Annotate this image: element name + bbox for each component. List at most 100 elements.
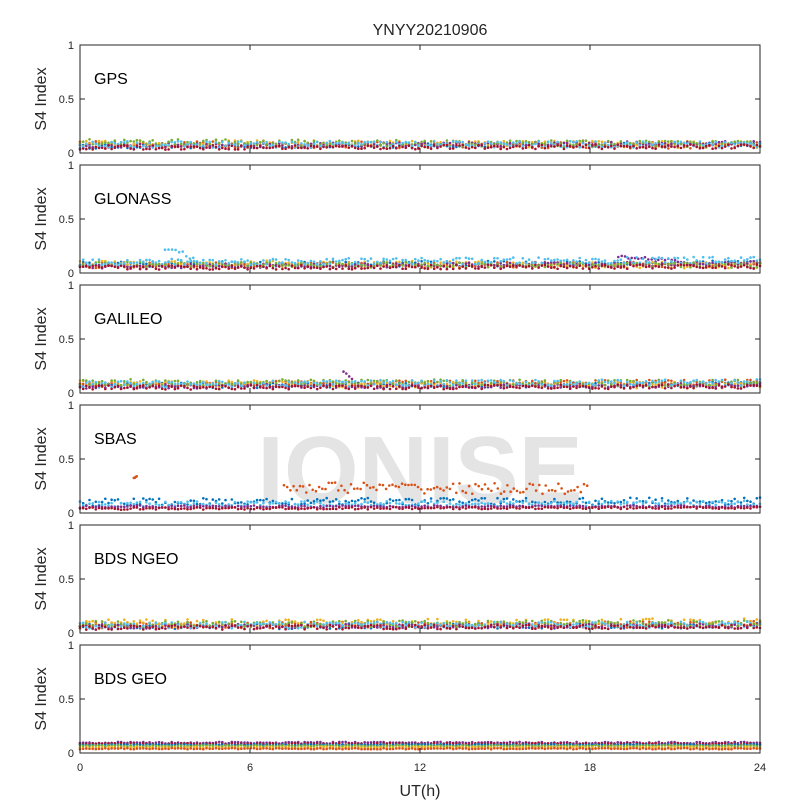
data-point	[233, 267, 237, 271]
data-point	[360, 261, 363, 265]
data-point	[749, 260, 752, 263]
data-point	[170, 257, 173, 261]
data-point	[126, 267, 129, 271]
data-point	[581, 142, 585, 145]
data-point	[704, 262, 708, 265]
data-point	[477, 385, 480, 388]
data-point	[739, 501, 743, 504]
data-point	[167, 264, 170, 268]
data-point	[420, 266, 423, 269]
data-point	[338, 145, 341, 148]
data-point	[170, 144, 173, 148]
data-point	[97, 144, 101, 148]
data-point	[334, 142, 338, 145]
data-point	[289, 489, 292, 492]
data-point	[730, 263, 733, 267]
data-point	[132, 261, 136, 265]
data-point	[395, 265, 398, 269]
data-point	[464, 491, 468, 495]
data-point	[322, 145, 325, 149]
data-point	[328, 144, 332, 148]
data-point	[670, 386, 673, 390]
data-point	[293, 142, 297, 145]
data-point	[423, 386, 427, 389]
data-point	[404, 140, 408, 144]
data-point	[667, 379, 670, 382]
data-point	[521, 147, 525, 150]
data-point	[493, 260, 496, 263]
data-point	[458, 261, 461, 265]
data-point	[330, 481, 334, 485]
data-point	[119, 501, 123, 505]
data-point	[594, 499, 597, 503]
data-point	[502, 258, 506, 262]
data-point	[531, 264, 534, 267]
data-point	[345, 372, 348, 375]
data-point	[249, 145, 253, 148]
data-point	[395, 499, 398, 502]
data-point	[429, 497, 433, 500]
data-point	[445, 378, 449, 382]
y-tick-label: 0.5	[59, 334, 74, 346]
data-point	[376, 139, 379, 142]
data-point	[493, 263, 496, 267]
data-point	[477, 143, 480, 147]
data-point	[173, 385, 177, 389]
data-point	[369, 140, 373, 144]
data-point	[298, 484, 302, 488]
data-point	[723, 385, 727, 388]
data-point	[600, 378, 604, 382]
data-point	[752, 259, 755, 263]
data-point	[692, 255, 695, 259]
data-point	[290, 264, 294, 268]
data-point	[176, 264, 180, 268]
data-point	[682, 385, 686, 389]
data-point	[271, 146, 275, 149]
data-point	[489, 142, 493, 145]
data-point	[221, 143, 224, 147]
data-point	[423, 141, 427, 145]
data-point	[499, 147, 503, 151]
data-point	[654, 142, 657, 145]
data-point	[243, 143, 246, 147]
data-point	[81, 258, 85, 262]
data-point	[344, 257, 348, 261]
data-point	[518, 382, 521, 386]
data-point	[366, 378, 370, 382]
data-point	[727, 256, 730, 260]
data-point	[319, 499, 322, 503]
data-point	[110, 261, 113, 264]
data-point	[407, 144, 411, 147]
data-point	[360, 147, 363, 150]
data-point	[259, 264, 262, 268]
data-point	[483, 383, 487, 387]
data-point	[673, 258, 677, 262]
data-point	[483, 142, 487, 145]
data-point	[391, 144, 395, 148]
data-point	[132, 142, 136, 146]
data-point	[296, 259, 300, 262]
data-point	[426, 386, 430, 389]
data-point	[189, 265, 192, 268]
data-point	[208, 264, 211, 268]
data-point	[578, 139, 581, 143]
data-point	[660, 139, 664, 143]
data-point	[635, 147, 638, 150]
data-point	[157, 268, 161, 271]
data-point	[635, 263, 638, 267]
data-point	[151, 380, 154, 384]
data-point	[186, 143, 189, 146]
data-point	[363, 267, 367, 270]
data-point	[185, 254, 188, 258]
data-point	[540, 261, 544, 265]
data-point	[129, 382, 132, 385]
data-point	[708, 500, 711, 504]
data-point	[451, 380, 455, 384]
data-point	[461, 382, 465, 385]
data-point	[278, 265, 281, 268]
data-point	[606, 143, 610, 147]
data-point	[290, 385, 294, 388]
data-point	[357, 498, 360, 502]
data-point	[160, 387, 164, 391]
data-point	[173, 143, 177, 146]
